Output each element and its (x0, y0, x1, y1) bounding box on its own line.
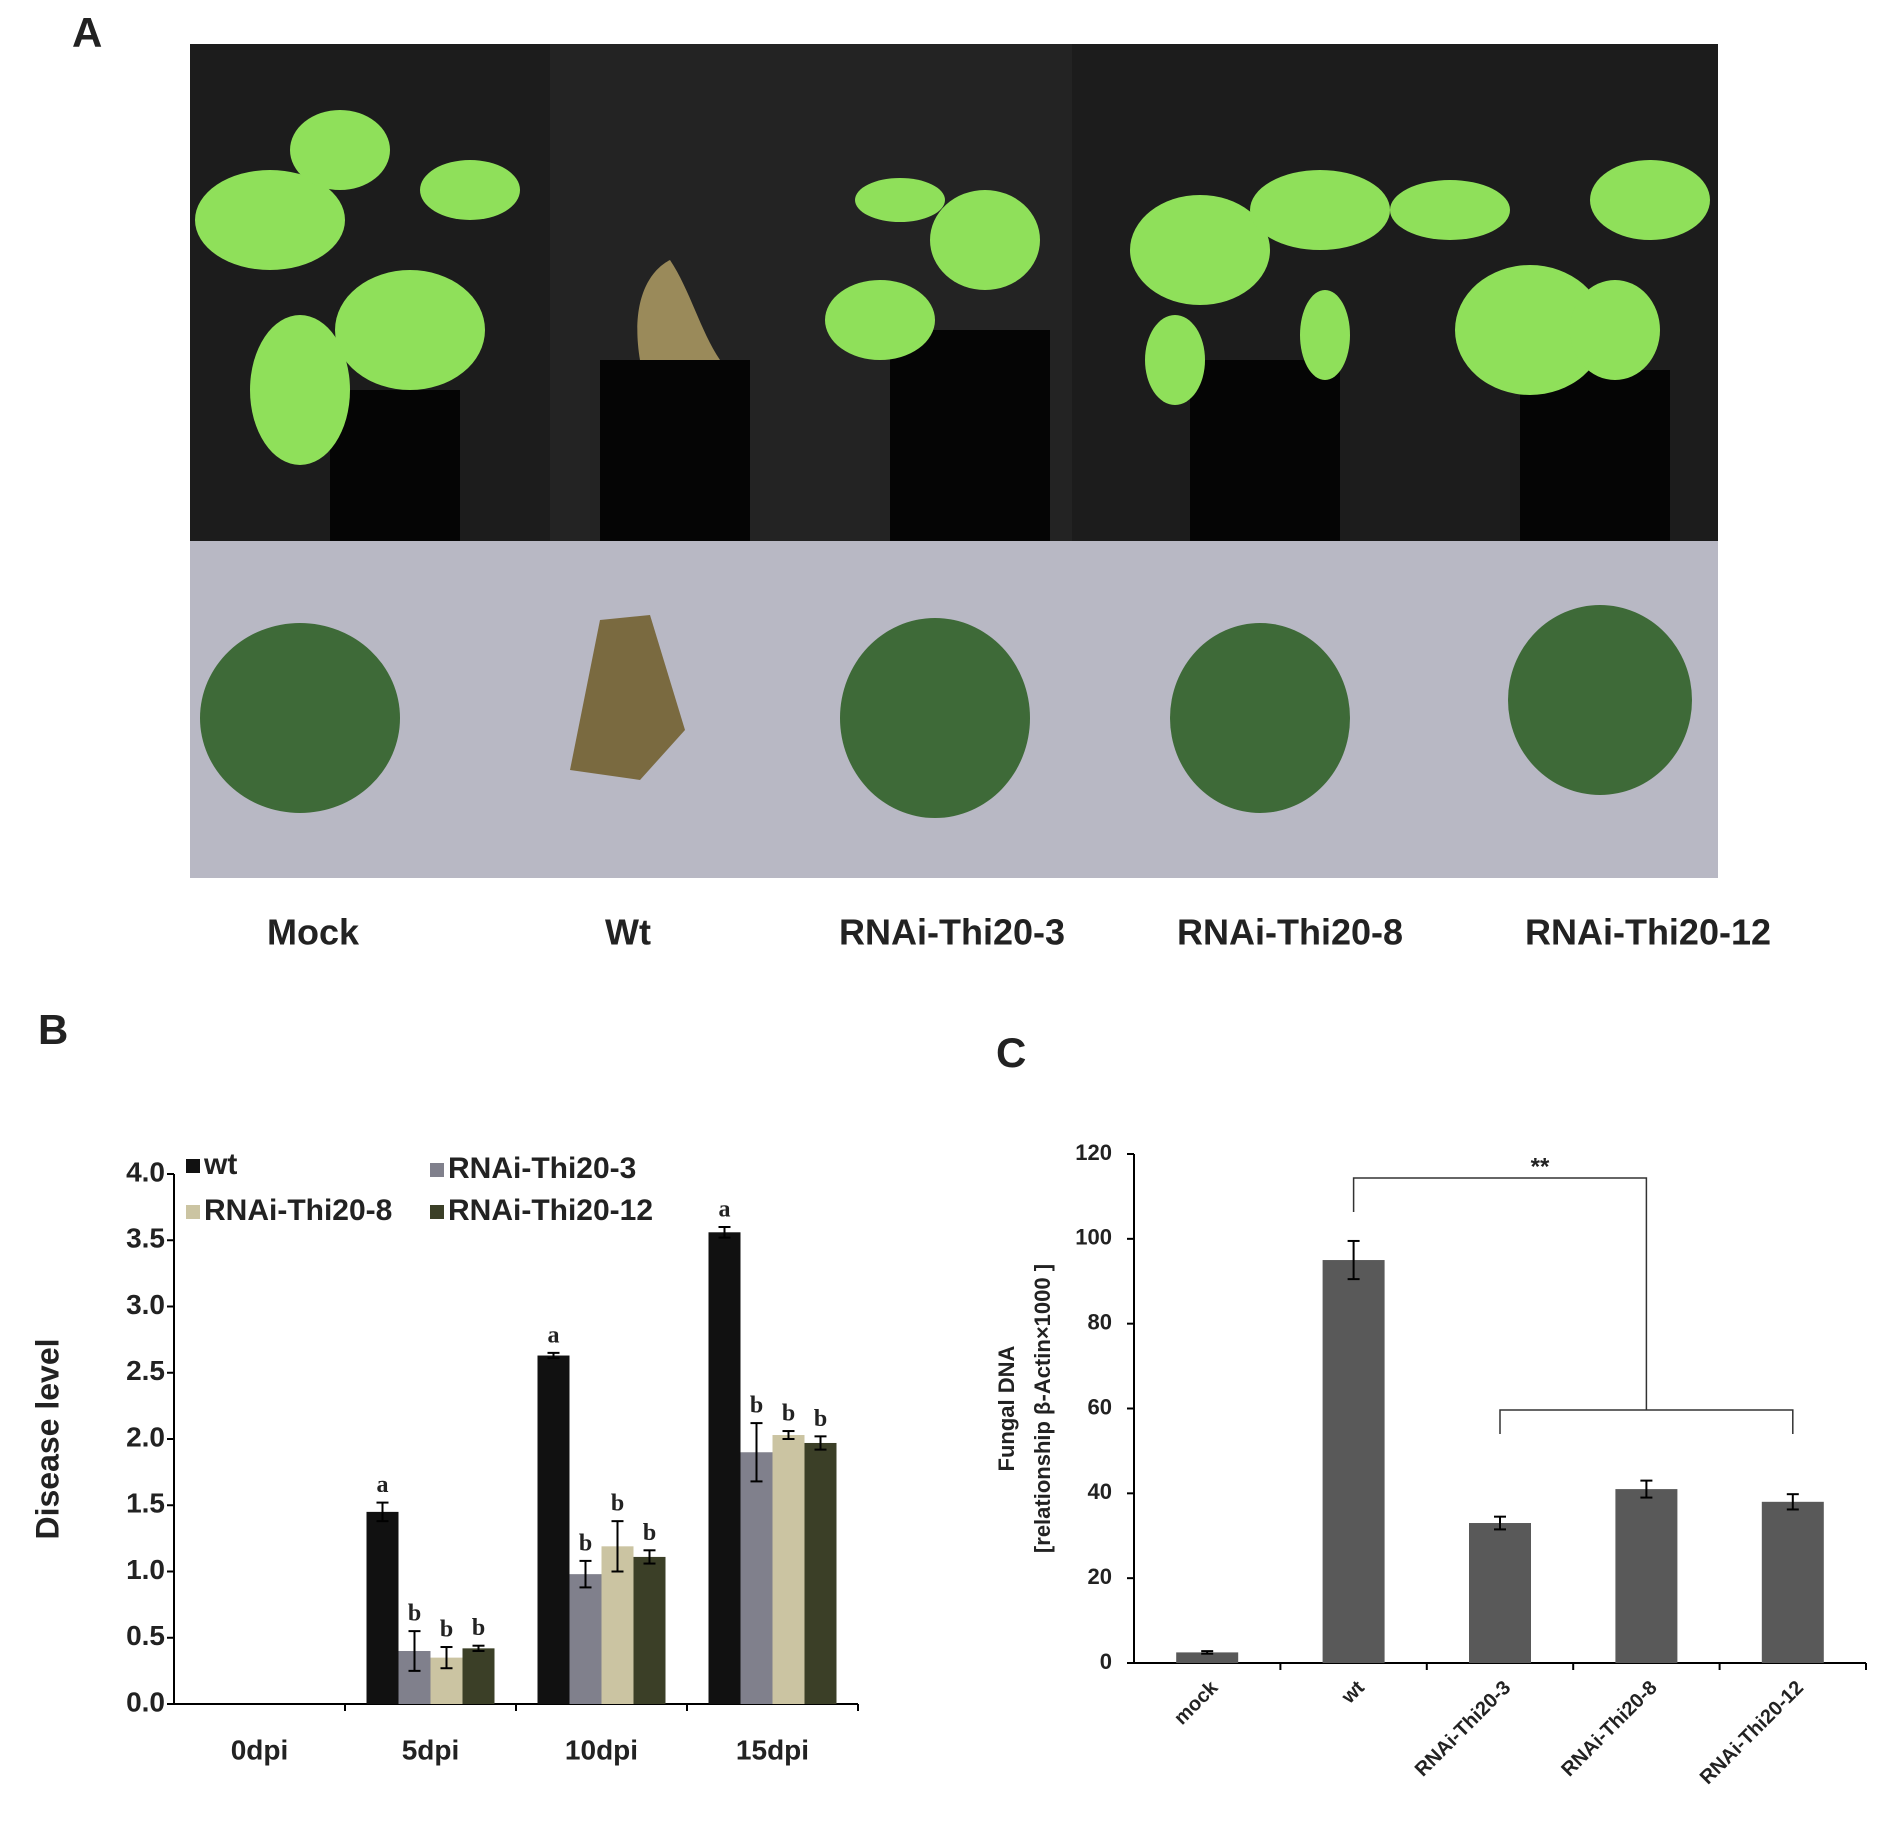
bar (366, 1511, 399, 1704)
y-tick-label: 4.0 (126, 1156, 165, 1187)
x-tick-label: mock (1170, 1676, 1223, 1729)
significance-letter: a (377, 1472, 389, 1498)
y-tick-label: 2.5 (126, 1355, 165, 1386)
legend-swatch (430, 1163, 444, 1177)
bar (1176, 1652, 1239, 1663)
detached-leaves (200, 605, 1692, 818)
significance-letter: b (408, 1601, 421, 1627)
significance-letter: b (611, 1491, 624, 1517)
significance-letter: b (814, 1406, 827, 1432)
error-bar (718, 1226, 731, 1239)
photo-label: RNAi-Thi20-8 (1177, 912, 1403, 953)
bar (772, 1435, 805, 1704)
photo-label: Wt (605, 912, 651, 953)
error-bar (408, 1630, 421, 1672)
error-bar (643, 1549, 656, 1565)
y-tick-label: 60 (1088, 1394, 1112, 1419)
significance-letter: b (440, 1617, 453, 1643)
legend-label: wt (203, 1148, 237, 1181)
y-axis-label: Fungal DNA (994, 1345, 1019, 1471)
bar (569, 1574, 602, 1704)
significance-letter: a (548, 1322, 560, 1348)
error-bar (750, 1422, 763, 1483)
panel-label: C (996, 1029, 1026, 1076)
plant-leaves (195, 110, 1710, 465)
error-bar (376, 1501, 389, 1523)
y-tick-label: 80 (1088, 1309, 1112, 1334)
bar (537, 1355, 570, 1704)
x-tick-label: 10dpi (565, 1734, 638, 1765)
bracket (1352, 1177, 1648, 1410)
error-bar (472, 1644, 485, 1652)
legend-swatch (186, 1205, 200, 1219)
y-tick-label: 0.0 (126, 1686, 165, 1717)
wilted-plant (637, 260, 720, 360)
significance-letter: a (719, 1197, 731, 1223)
bar (462, 1648, 495, 1704)
y-tick-label: 1.5 (126, 1488, 165, 1519)
y-tick-label: 1.0 (126, 1554, 165, 1585)
bar (633, 1556, 666, 1704)
error-bar (579, 1559, 592, 1589)
y-tick-label: 0.5 (126, 1620, 165, 1651)
error-bar (1201, 1650, 1214, 1655)
x-tick-label: RNAi-Thi20-12 (1696, 1677, 1808, 1789)
bar (740, 1452, 773, 1704)
error-bar (814, 1435, 827, 1451)
x-tick-label: RNAi-Thi20-3 (1411, 1677, 1515, 1781)
significance-annotation: ** (1531, 1153, 1550, 1180)
legend-label: RNAi-Thi20-12 (448, 1194, 653, 1227)
legend-swatch (186, 1159, 200, 1173)
bar (1469, 1523, 1531, 1663)
photo-label: RNAi-Thi20-12 (1525, 912, 1771, 953)
error-bar (1786, 1493, 1799, 1511)
photo (190, 44, 1718, 878)
x-tick-label: RNAi-Thi20-8 (1557, 1677, 1661, 1781)
x-tick-label: 15dpi (736, 1734, 809, 1765)
error-bar (547, 1351, 560, 1360)
bracket (1499, 1409, 1794, 1434)
x-tick-label: 5dpi (402, 1734, 460, 1765)
bar (1761, 1501, 1824, 1663)
y-tick-label: 3.0 (126, 1289, 165, 1320)
bar (601, 1546, 634, 1704)
y-tick-label: 40 (1088, 1479, 1112, 1504)
bar (708, 1232, 741, 1704)
photo-label: Mock (267, 912, 360, 953)
error-bar (1494, 1515, 1506, 1531)
legend-label: RNAi-Thi20-3 (448, 1152, 636, 1185)
significance-letter: b (643, 1520, 656, 1546)
y-axis-label: Disease level (29, 1338, 65, 1539)
panel-label: B (38, 1006, 68, 1053)
significance-letter: b (750, 1393, 763, 1419)
error-bar (611, 1520, 624, 1573)
error-bar (1347, 1239, 1360, 1281)
y-axis-label: [relationship β-Actin×1000 ] (1030, 1264, 1055, 1553)
y-tick-label: 2.0 (126, 1421, 165, 1452)
y-tick-label: 120 (1075, 1140, 1112, 1165)
y-tick-label: 100 (1075, 1225, 1112, 1250)
error-bar (782, 1430, 795, 1440)
photo-label: RNAi-Thi20-3 (839, 912, 1065, 953)
y-tick-label: 20 (1088, 1564, 1112, 1589)
error-bar (440, 1646, 453, 1670)
y-tick-label: 3.5 (126, 1223, 165, 1254)
dead-leaf (570, 615, 685, 780)
legend-label: RNAi-Thi20-8 (204, 1194, 392, 1227)
x-tick-label: wt (1337, 1676, 1369, 1708)
significance-letter: b (579, 1530, 592, 1556)
bar (1615, 1489, 1678, 1663)
pots (330, 330, 1670, 541)
error-bar (1640, 1479, 1653, 1499)
bar (1322, 1260, 1385, 1663)
bar (804, 1442, 837, 1704)
x-tick-label: 0dpi (231, 1734, 289, 1765)
significance-letter: b (472, 1615, 485, 1641)
legend-swatch (430, 1205, 444, 1219)
panel-label: A (72, 9, 102, 56)
y-tick-label: 0 (1100, 1649, 1112, 1674)
significance-letter: b (782, 1401, 795, 1427)
